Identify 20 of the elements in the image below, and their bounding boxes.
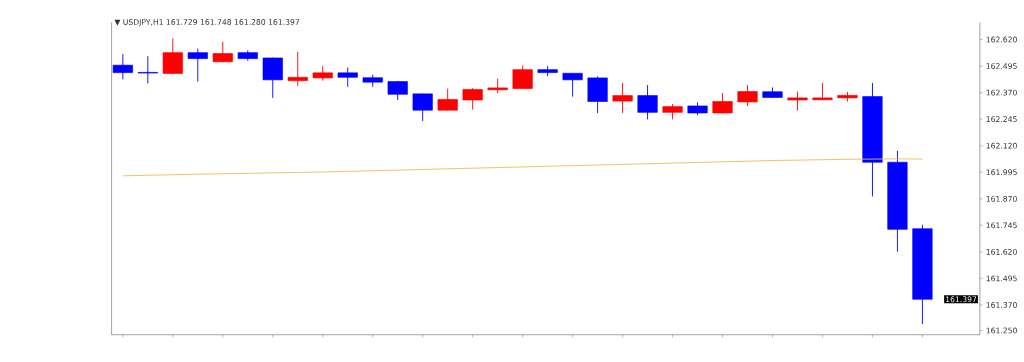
candlestick bbox=[787, 91, 808, 112]
candlestick bbox=[337, 67, 358, 88]
candlestick bbox=[187, 48, 208, 83]
candlestick bbox=[712, 92, 733, 114]
candlestick bbox=[612, 82, 633, 114]
candlestick bbox=[462, 87, 483, 111]
candlestick bbox=[512, 65, 533, 90]
candlestick bbox=[437, 88, 458, 112]
candlestick bbox=[737, 84, 758, 107]
candlestick bbox=[562, 72, 583, 98]
candlestick bbox=[287, 51, 308, 87]
candlestick bbox=[412, 93, 433, 122]
candlestick bbox=[262, 57, 283, 99]
candlestick bbox=[112, 53, 133, 80]
candlestick bbox=[137, 55, 158, 85]
candlestick bbox=[587, 76, 608, 114]
candlestick bbox=[387, 80, 408, 101]
candlestick bbox=[812, 82, 833, 101]
candlestick bbox=[162, 38, 183, 75]
candlestick bbox=[637, 84, 658, 120]
